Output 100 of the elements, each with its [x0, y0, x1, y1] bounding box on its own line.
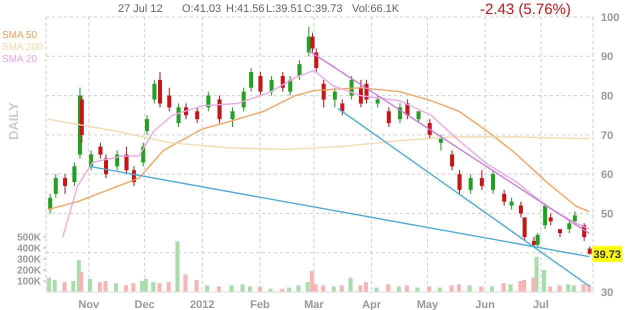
y-tick-label: 30 [601, 286, 614, 299]
bar [468, 285, 472, 292]
candlestick [206, 91, 210, 112]
x-tick-label: Feb [250, 298, 270, 310]
bar [280, 288, 284, 292]
candlestick [490, 170, 495, 194]
line-series [47, 87, 590, 212]
y-tick-label: 100 [601, 12, 620, 24]
bar [268, 288, 272, 292]
x-tick-label: Jul [532, 298, 549, 310]
candlestick [144, 114, 149, 136]
bar [183, 274, 188, 292]
x-tick-label: Dec [134, 298, 155, 310]
text: 27 Jul 12 [118, 3, 163, 15]
y-tick-label: 60 [601, 169, 614, 182]
candlestick [124, 146, 128, 175]
candlestick [322, 79, 326, 108]
candlestick [450, 150, 454, 171]
bar [140, 281, 144, 292]
bar [131, 283, 136, 292]
line-series [62, 70, 590, 238]
bar [62, 282, 67, 292]
candlestick [376, 95, 380, 108]
y2-tick-label: 100K [17, 276, 42, 288]
bar [396, 286, 401, 292]
bar [508, 284, 512, 292]
bar [151, 282, 156, 292]
bar [386, 284, 390, 292]
candlestick [310, 32, 315, 53]
text: Vol:66.1K [352, 3, 400, 15]
bar [557, 285, 562, 292]
candlestick [167, 87, 172, 112]
candlestick [543, 203, 548, 230]
bar [332, 286, 336, 292]
bar [157, 283, 162, 292]
bar [531, 278, 536, 292]
bar [287, 288, 292, 292]
candlestick [548, 212, 553, 226]
candlestick [217, 95, 222, 124]
candlestick [258, 72, 262, 96]
candlestick [502, 189, 506, 206]
bar [548, 286, 552, 292]
bar [502, 283, 506, 292]
candlestick [458, 170, 462, 194]
x-tick-label: Apr [362, 298, 382, 310]
bar [404, 285, 409, 292]
text: H:41.56 [226, 3, 265, 15]
candlestick [242, 87, 246, 112]
candlestick [230, 106, 235, 128]
candlestick [152, 79, 156, 104]
annotation: 39.73 [594, 248, 622, 261]
candlestick [468, 174, 473, 194]
bar [321, 285, 326, 292]
bar [427, 286, 432, 292]
candlestick [522, 216, 527, 242]
candlestick [158, 72, 162, 108]
candlestick [332, 87, 337, 108]
y2-tick-label: 200K [17, 266, 42, 277]
bar [348, 278, 352, 292]
x-tick-label: Mar [304, 298, 324, 310]
candlestick [480, 170, 484, 190]
candlestick [518, 201, 523, 218]
bar [144, 278, 148, 292]
bar [310, 271, 314, 292]
bar [205, 285, 210, 292]
candlestick [98, 142, 102, 159]
text: SMA 200 [2, 42, 43, 54]
bar [374, 288, 379, 292]
x-tick-label: Jun [475, 298, 496, 310]
bar [175, 241, 180, 292]
bar [456, 284, 461, 292]
x-tick-label: May [416, 298, 439, 310]
text: SMA 20 [2, 54, 38, 66]
annotation: -2.43 (5.76%) [480, 1, 571, 18]
line-series [47, 118, 590, 150]
y-tick-label: 50 [601, 208, 614, 220]
x-tick-label: 2012 [190, 298, 215, 310]
candlestick [249, 68, 254, 92]
candlestick [298, 60, 302, 80]
bar [296, 285, 300, 292]
bar [542, 270, 546, 292]
bar [166, 282, 171, 292]
bar [415, 288, 420, 292]
bar [248, 286, 252, 292]
bar [240, 284, 245, 292]
bar [438, 288, 442, 292]
candlestick [340, 99, 344, 116]
bar [229, 285, 234, 292]
candlestick [510, 197, 514, 210]
candlestick [72, 162, 76, 186]
y-tick-label: 70 [601, 130, 614, 142]
bar [124, 285, 128, 292]
candlestick [115, 150, 120, 171]
bar [258, 286, 262, 292]
candlestick [63, 174, 68, 194]
bar [88, 278, 92, 292]
x-tick-label: Nov [78, 298, 100, 310]
y2-tick-label: 400K [17, 244, 42, 255]
candlestick [567, 220, 572, 234]
text: O:41.03 [182, 3, 222, 15]
